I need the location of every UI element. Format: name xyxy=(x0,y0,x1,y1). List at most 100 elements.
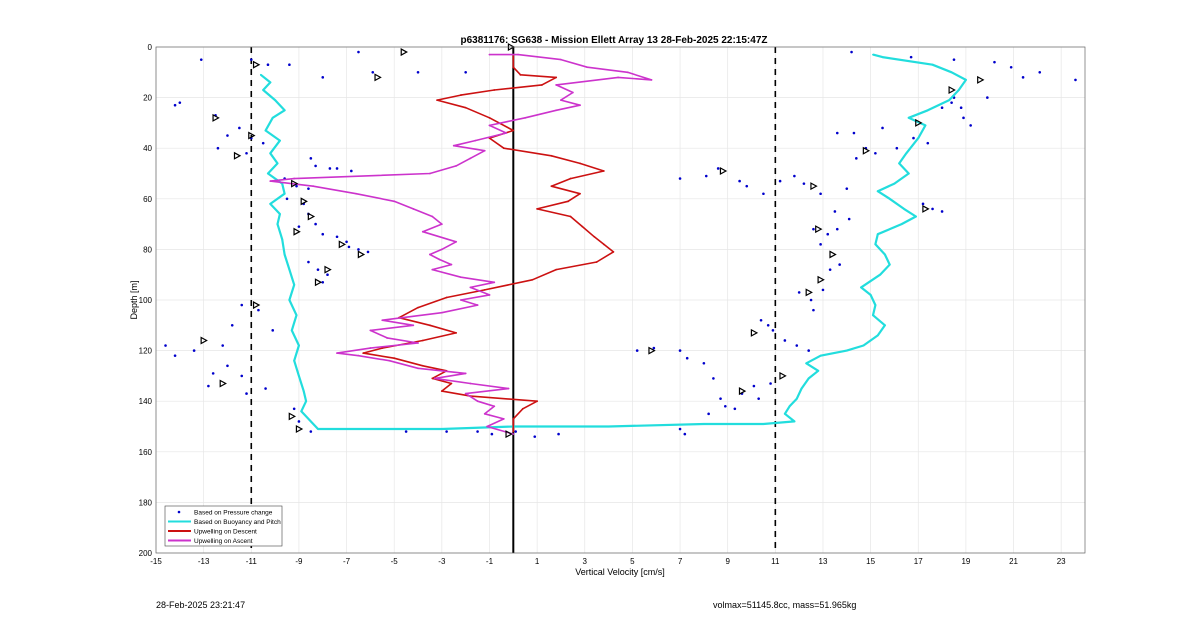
series-sample xyxy=(914,215,917,218)
y-tick-label: 100 xyxy=(139,296,153,305)
triangle-marker xyxy=(922,204,930,213)
triangle-marker xyxy=(805,288,813,297)
y-tick-label: 80 xyxy=(143,245,152,254)
pressure-change-point xyxy=(221,344,224,347)
pressure-change-point xyxy=(533,435,537,438)
series-sample xyxy=(429,172,431,175)
series-sample xyxy=(476,400,479,403)
triangle-marker xyxy=(817,275,825,284)
pressure-change-point xyxy=(909,55,913,59)
pressure-change-point xyxy=(328,167,332,170)
series-sample xyxy=(550,154,553,157)
series-line-3 xyxy=(269,53,653,435)
series-sample xyxy=(869,294,872,296)
pressure-change-point xyxy=(1009,65,1013,69)
series-sample xyxy=(369,347,372,349)
pressure-change-point xyxy=(845,187,849,190)
pressure-change-point xyxy=(678,177,682,180)
pressure-change-point xyxy=(249,58,253,61)
pressure-change-point xyxy=(404,430,408,433)
series-sample xyxy=(450,263,453,266)
series-sample xyxy=(464,372,467,375)
series-sample xyxy=(445,296,448,299)
pressure-change-point xyxy=(809,298,813,302)
pressure-change-point xyxy=(921,202,925,206)
series-sample xyxy=(876,334,879,337)
series-sample xyxy=(874,243,877,246)
pressure-change-point xyxy=(847,217,851,221)
series-sample xyxy=(269,202,272,205)
series-sample xyxy=(569,177,572,180)
series-sample xyxy=(626,71,629,74)
triangle-marker xyxy=(324,265,332,274)
series-sample xyxy=(264,129,267,132)
pressure-change-point xyxy=(652,346,656,350)
series-sample xyxy=(807,377,810,380)
series-sample xyxy=(488,116,491,119)
series-sample xyxy=(536,400,539,403)
series-sample xyxy=(393,200,396,203)
pressure-change-point xyxy=(211,372,215,375)
pressure-change-point xyxy=(307,260,310,264)
pressure-change-point xyxy=(326,273,329,277)
series-line-2 xyxy=(362,54,615,432)
pressure-change-point xyxy=(230,324,234,327)
y-tick-label: 180 xyxy=(139,498,153,507)
series-sample xyxy=(888,263,891,266)
pressure-change-point xyxy=(969,124,972,127)
series-sample xyxy=(267,172,269,175)
plot-frame xyxy=(155,46,1086,554)
series-sample xyxy=(483,412,486,415)
pressure-change-point xyxy=(912,136,915,140)
series-sample xyxy=(702,423,705,425)
pressure-change-point xyxy=(852,131,856,135)
triangle-marker xyxy=(233,151,242,160)
series-sample xyxy=(917,137,920,139)
series-sample xyxy=(793,420,796,423)
pressure-change-point xyxy=(476,430,479,433)
pressure-change-point xyxy=(940,210,944,213)
series-sample xyxy=(512,66,515,69)
series-sample xyxy=(476,304,479,306)
pressure-change-point xyxy=(292,407,296,411)
series-sample xyxy=(283,109,286,112)
pressure-change-point xyxy=(226,134,229,137)
series-sample xyxy=(517,53,519,56)
series-sample xyxy=(907,172,910,175)
triangle-marker xyxy=(300,197,308,206)
pressure-change-point xyxy=(261,141,265,145)
series-sample xyxy=(293,177,296,180)
series-sample xyxy=(283,192,286,195)
series-sample xyxy=(862,344,865,347)
series-sample xyxy=(540,84,543,86)
series-sample xyxy=(381,319,384,322)
series-sample xyxy=(964,78,967,81)
series-sample xyxy=(440,248,443,251)
series-sample xyxy=(460,94,462,96)
pressure-change-point xyxy=(838,263,841,266)
pressure-change-point xyxy=(757,397,760,400)
pressure-change-point xyxy=(285,197,289,201)
series-sample xyxy=(362,352,365,355)
series-sample xyxy=(521,407,524,410)
x-tick-label: -7 xyxy=(343,557,351,566)
y-tick-label: 60 xyxy=(143,195,152,204)
series-sample xyxy=(293,283,296,286)
series-sample xyxy=(783,412,786,415)
pressure-change-point xyxy=(1074,78,1077,82)
series-sample xyxy=(505,132,508,134)
series-sample xyxy=(431,268,434,271)
triangle-marker xyxy=(248,131,256,140)
series-sample xyxy=(493,405,496,408)
x-tick-label: 9 xyxy=(725,557,730,566)
pressure-change-point xyxy=(685,356,689,360)
x-tick-label: -3 xyxy=(438,557,446,566)
series-sample xyxy=(512,433,515,435)
pressure-change-point xyxy=(702,361,706,365)
footer-timestamp: 28-Feb-2025 23:21:47 xyxy=(156,600,246,610)
series-sample xyxy=(567,200,569,203)
x-tick-label: -9 xyxy=(295,557,303,566)
pressure-change-point xyxy=(769,382,772,385)
series-sample xyxy=(440,223,443,226)
series-sample xyxy=(309,420,312,423)
